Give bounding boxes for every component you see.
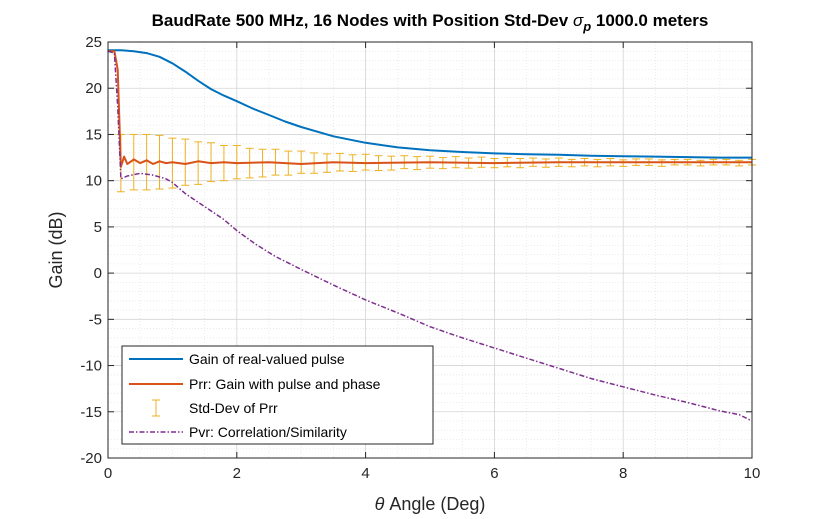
x-tick-label: 4 [361, 465, 369, 482]
x-tick-label: 10 [744, 465, 761, 482]
legend-swatch-std-dev [152, 399, 160, 417]
x-tick-label: 2 [233, 465, 241, 482]
legend-box [121, 345, 434, 445]
legend-label-pvr: Pvr: Correlation/Similarity [189, 424, 347, 440]
y-tick-label: -5 [89, 311, 102, 328]
errorbar [142, 133, 151, 191]
x-tick-label: 0 [104, 465, 112, 482]
y-tick-label: -15 [80, 404, 102, 421]
series-group [107, 49, 753, 422]
y-tick-label: 15 [85, 126, 102, 143]
legend-label-prr: Prr: Gain with pulse and phase [189, 376, 381, 392]
errorbar [194, 141, 203, 185]
legend-label-std-dev: Std-Dev of Prr [189, 400, 278, 416]
x-tick-label: 8 [619, 465, 627, 482]
x-axis-label: θ Angle (Deg) [375, 494, 486, 514]
axes-box [107, 41, 753, 459]
legend: Gain of real-valued pulse Prr: Gain with… [121, 345, 434, 445]
chart-title: BaudRate 500 MHz, 16 Nodes with Position… [152, 11, 709, 34]
y-tick-label: -20 [80, 450, 102, 467]
x-tick-label: 6 [490, 465, 498, 482]
y-tick-label: 10 [85, 173, 102, 190]
series-prr [108, 50, 752, 168]
x-ticks: 0 2 4 6 8 10 [104, 42, 761, 482]
y-axis-label: Gain (dB) [46, 211, 66, 288]
y-tick-label: 5 [94, 219, 102, 236]
series-real-gain [108, 49, 752, 159]
y-tick-label: 20 [85, 80, 102, 97]
errorbar [129, 133, 138, 191]
y-tick-label: 25 [85, 34, 102, 51]
y-ticks: -20 -15 -10 -5 0 5 10 15 20 25 [80, 34, 752, 467]
errorbar [297, 150, 306, 174]
y-tick-label: -10 [80, 358, 102, 375]
legend-label-real-gain: Gain of real-valued pulse [189, 351, 345, 367]
series-pvr [107, 50, 753, 422]
errorbar [181, 138, 190, 186]
y-tick-label: 0 [94, 265, 102, 282]
